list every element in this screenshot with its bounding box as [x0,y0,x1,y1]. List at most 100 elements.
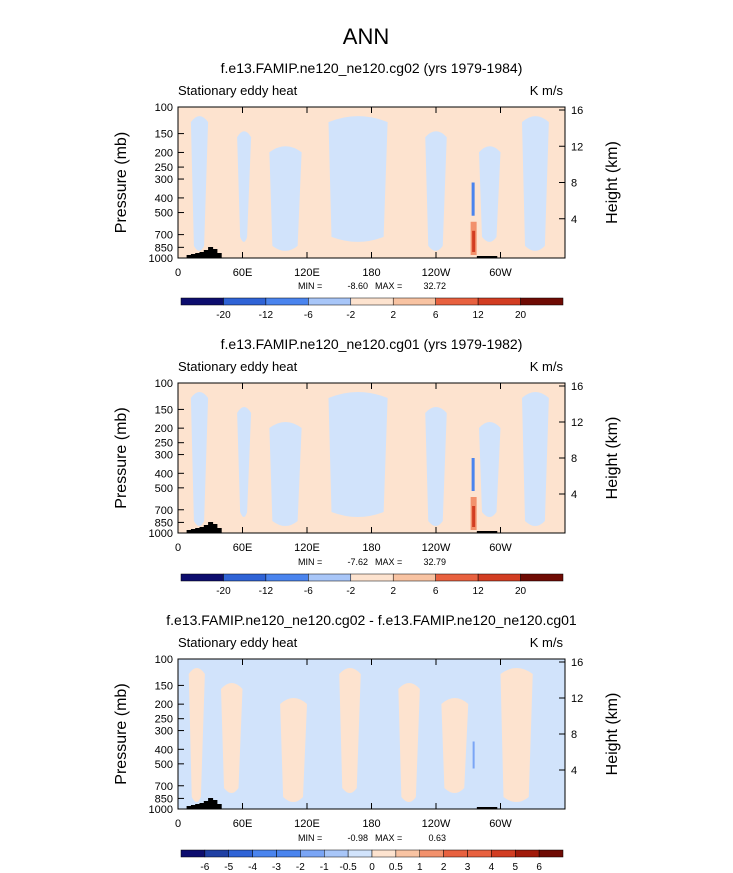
y-right-tick-label: 8 [571,729,577,741]
y-axis-title: Pressure (mb) [113,132,130,233]
contour-region [237,131,252,242]
y-tick-label: 150 [155,129,173,141]
colorbar-label: -12 [259,586,274,597]
topography [208,522,214,533]
y-axis-title: Pressure (mb) [113,407,130,508]
y-tick-label: 100 [155,378,173,390]
y-tick-label: 400 [155,744,173,756]
topography [186,530,192,533]
contour-region [237,407,252,517]
contour-region [500,668,533,802]
topography [199,527,205,533]
y-right-tick-label: 4 [571,489,577,501]
min-label: MIN = [298,557,322,567]
colorbar-label: 0.5 [389,862,403,873]
topography [195,528,201,533]
x-tick-label: 180 [362,542,380,554]
colorbar-label: 12 [473,586,485,597]
colorbar-label: 6 [433,586,439,597]
colorbar-box [520,573,564,582]
y-tick-label: 100 [155,654,173,666]
y-tick-label: 200 [155,699,173,711]
x-tick-label: 180 [362,267,380,279]
panel-3 [177,658,566,858]
y-tick-label: 300 [155,726,173,738]
y-right-tick-label: 4 [571,765,577,777]
colorbar-label: 0 [369,862,375,873]
topography [195,804,201,809]
contour-region [522,116,549,251]
colorbar-label: -20 [216,310,231,321]
x-tick-label: 60W [489,542,512,554]
y-right-tick-label: 16 [571,381,583,393]
colorbar-box [371,849,397,858]
units-label: K m/s [530,83,564,98]
colorbar-box [350,297,394,306]
y-right-tick-label: 4 [571,214,577,226]
y-tick-label: 150 [155,680,173,692]
contour-region [479,422,501,517]
colorbar-box [443,849,468,858]
colorbar-box [223,573,267,582]
contour-region [188,668,205,802]
y-tick-label: 250 [155,714,173,726]
colorbar-label: -5 [224,862,233,873]
colorbar-box [491,849,516,858]
topography [208,247,214,258]
x-tick-label: 0 [175,542,181,554]
y-right-tick-label: 12 [571,417,583,429]
contour-region [479,146,501,242]
y-right-tick-label: 8 [571,453,577,465]
contour-region [328,392,388,517]
y-tick-label: 200 [155,147,173,159]
contour-region [339,668,361,793]
max-value: 0.63 [428,833,446,843]
y-tick-label: 1000 [149,804,173,816]
max-value: 32.79 [423,557,446,567]
min-value: -7.62 [347,557,368,567]
min-value: -0.98 [347,833,368,843]
colorbar-label: 20 [515,586,527,597]
colorbar-label: 12 [473,310,485,321]
contour-region [269,146,302,251]
variable-label: Stationary eddy heat [178,359,298,374]
colorbar-box [419,849,444,858]
x-tick-label: 180 [362,818,380,830]
y-right-tick-label: 12 [571,141,583,153]
x-tick-label: 120W [422,542,451,554]
max-label: MAX = [375,281,402,291]
y-tick-label: 700 [155,505,173,517]
topography [190,254,196,258]
colorbar-box [265,573,309,582]
y-tick-label: 700 [155,230,173,242]
colorbar-label: 2 [390,586,396,597]
colorbar-box [180,297,224,306]
colorbar-box [467,849,492,858]
contour-region [280,698,307,802]
x-tick-label: 120W [422,267,451,279]
max-label: MAX = [375,557,402,567]
max-value: 32.72 [423,281,446,291]
x-tick-label: 60W [489,267,512,279]
colorbar-label: -20 [216,586,231,597]
colorbar-label: 2 [390,310,396,321]
topography [203,250,209,258]
topography [216,528,222,533]
negative-anomaly [471,458,475,491]
colorbar-label: -0.5 [340,862,358,873]
colorbar-box [300,849,325,858]
x-tick-label: 60E [233,818,253,830]
units-label: K m/s [530,635,564,650]
panel-title: f.e13.FAMIP.ne120_ne120.cg02 (yrs 1979-1… [221,60,523,76]
topography [203,801,209,809]
colorbar-box [435,573,479,582]
panel-1 [177,106,566,306]
topography [476,531,498,533]
x-tick-label: 60W [489,818,512,830]
variable-label: Stationary eddy heat [178,83,298,98]
contour-region [425,131,447,251]
x-tick-label: 120E [294,818,320,830]
negative-anomaly [471,182,475,216]
x-tick-label: 0 [175,267,181,279]
colorbar-box [252,849,277,858]
